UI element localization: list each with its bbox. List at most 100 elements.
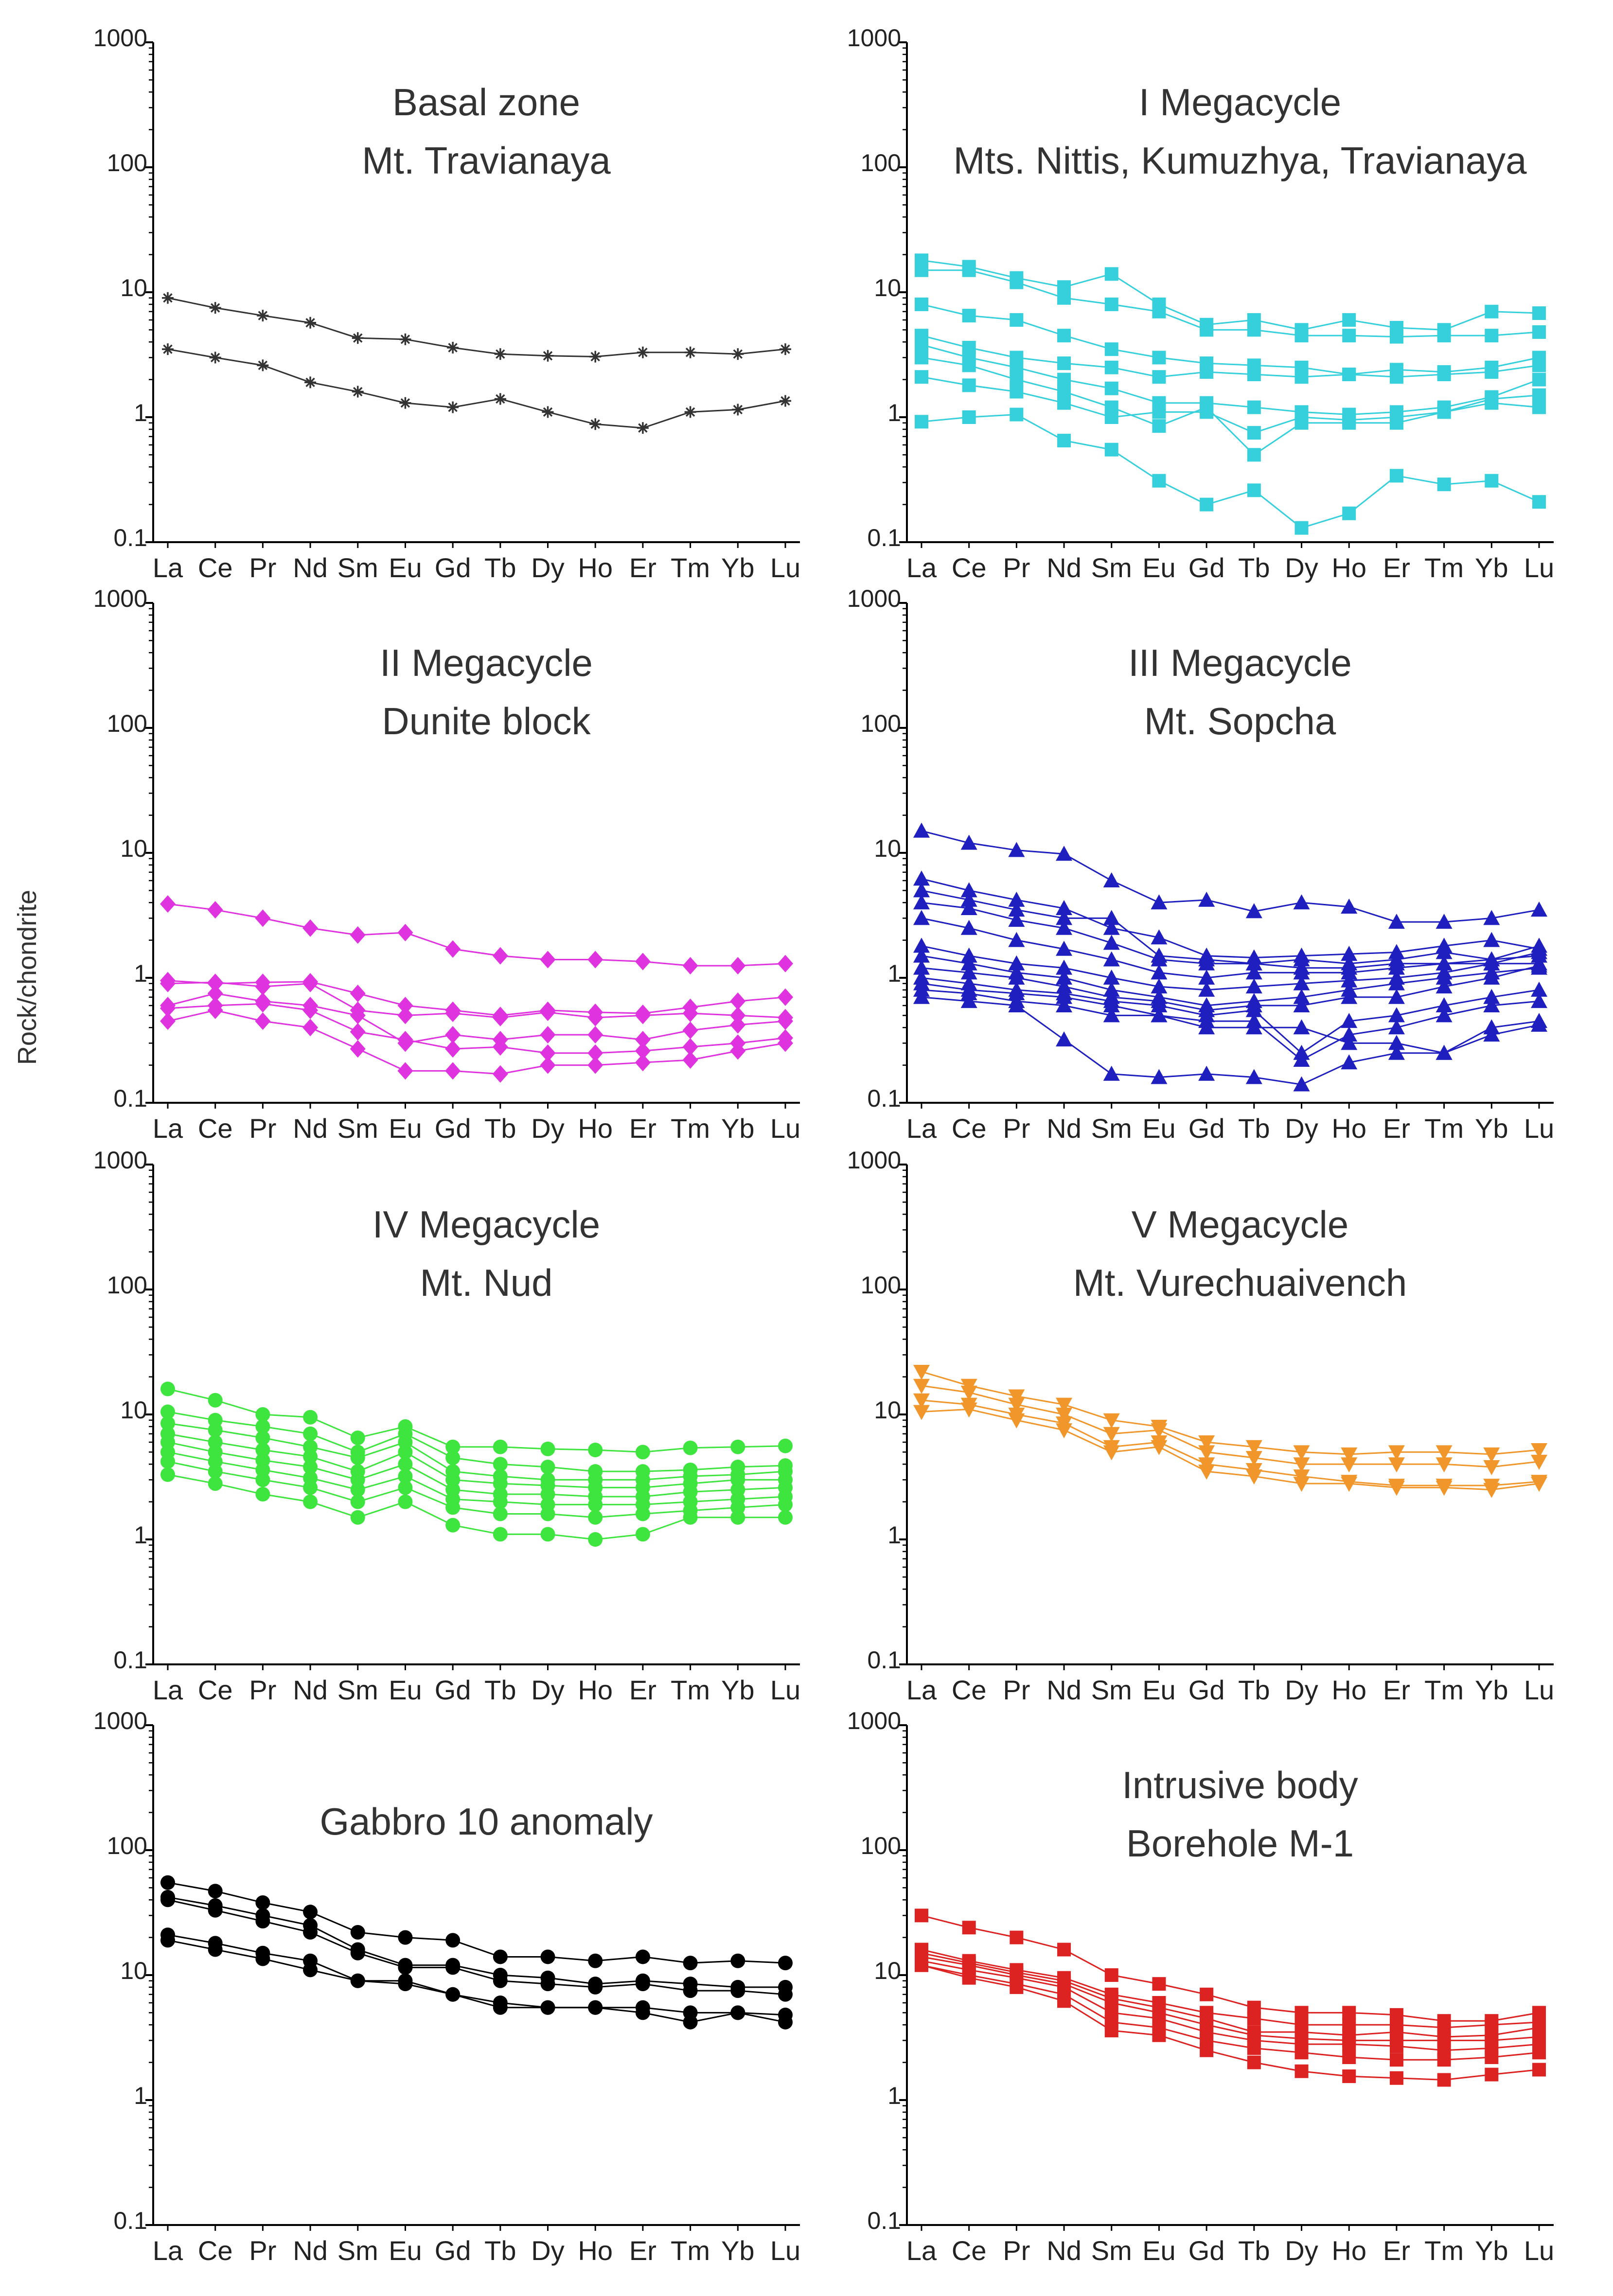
data-point <box>540 1506 555 1521</box>
x-tick-label: Yb <box>1475 552 1508 583</box>
series-2 <box>160 1890 793 1995</box>
data-point <box>1152 2028 1166 2042</box>
series-5 <box>160 1933 793 2030</box>
data-point <box>1531 1477 1547 1492</box>
data-point <box>1245 1069 1262 1084</box>
data-point <box>913 870 930 886</box>
data-point <box>915 370 928 384</box>
x-tick-label: Yb <box>721 1113 755 1144</box>
data-point <box>1531 957 1547 973</box>
panel-title: V Megacycle <box>1132 1203 1349 1246</box>
x-tick-label: Ce <box>198 1113 233 1144</box>
data-point <box>682 1004 698 1022</box>
panel-title: Gabbro 10 anomaly <box>319 1800 653 1843</box>
data-point <box>962 358 976 372</box>
x-tick-label: Yb <box>1475 2235 1508 2266</box>
data-point <box>1436 1481 1453 1496</box>
series-4 <box>160 985 793 1052</box>
data-point <box>447 401 459 413</box>
x-tick-label: Pr <box>249 1675 276 1705</box>
data-point <box>445 1062 461 1080</box>
data-point <box>1247 426 1261 440</box>
data-point <box>1008 955 1025 971</box>
data-point <box>492 1008 508 1026</box>
data-point <box>160 1892 175 1907</box>
data-point <box>1056 997 1073 1013</box>
data-point <box>160 1012 176 1030</box>
data-point <box>778 1034 793 1052</box>
x-tick-label: Nd <box>1046 552 1081 583</box>
panel-subtitle: Mt. Sopcha <box>1144 700 1336 742</box>
data-point <box>1104 442 1118 457</box>
data-point <box>1010 372 1024 387</box>
panel-title: II Megacycle <box>380 641 593 684</box>
data-point <box>1008 932 1025 947</box>
y-tick-label: 1 <box>887 960 901 987</box>
x-tick-label: Tb <box>484 2235 516 2266</box>
x-tick-label: Tb <box>484 552 516 583</box>
data-point <box>1389 410 1403 424</box>
data-point <box>962 1921 976 1935</box>
data-point <box>445 1987 461 2002</box>
y-tick-label: 1000 <box>847 24 901 52</box>
data-point <box>1485 392 1499 406</box>
y-tick-label: 1 <box>134 399 147 426</box>
data-point <box>1056 1031 1073 1047</box>
data-point <box>778 1497 793 1512</box>
data-point <box>1247 400 1261 414</box>
data-point <box>1245 978 1262 994</box>
data-point <box>1532 325 1546 339</box>
data-point <box>1531 901 1547 917</box>
panel-8: 0.1 1 10 100 1000 La Ce Pr Nd Sm Eu Gd Tb Dy Ho Er Tm Yb L… <box>847 1707 1554 2266</box>
data-point <box>915 1908 928 1923</box>
x-tick-label: La <box>153 552 183 583</box>
data-point <box>160 1875 175 1890</box>
data-point <box>1104 360 1118 374</box>
data-point <box>1008 997 1025 1013</box>
data-point <box>255 1407 270 1422</box>
series-line <box>167 1474 785 1540</box>
data-point <box>730 1007 746 1024</box>
data-point <box>493 1457 508 1472</box>
y-tick-label: 100 <box>107 149 147 177</box>
data-point <box>1294 410 1309 424</box>
data-point <box>1341 1035 1358 1050</box>
x-tick-label: Dy <box>1285 552 1318 583</box>
data-point <box>1436 997 1453 1013</box>
series-line <box>921 1371 1540 1455</box>
x-tick-label: Yb <box>721 552 755 583</box>
data-point <box>255 1487 270 1502</box>
x-tick-label: Tm <box>1424 1113 1464 1144</box>
data-point <box>1008 1413 1025 1429</box>
data-point <box>778 1987 793 2002</box>
data-point <box>1104 1968 1118 1982</box>
data-point <box>960 882 977 898</box>
data-point <box>684 406 696 418</box>
data-point <box>1056 1397 1073 1413</box>
series-8 <box>913 957 1547 1017</box>
x-tick-label: Er <box>629 2235 656 2266</box>
x-tick-label: Ce <box>198 2235 233 2266</box>
data-point <box>1247 367 1261 381</box>
data-point <box>1198 1019 1215 1035</box>
series-line <box>167 1934 786 2016</box>
data-point <box>208 1393 223 1408</box>
data-point <box>1200 1987 1214 2001</box>
data-point <box>1103 1007 1120 1023</box>
series-line <box>167 903 786 967</box>
data-point <box>732 404 744 416</box>
data-point <box>304 376 317 389</box>
data-point <box>588 1510 603 1525</box>
data-point <box>635 1007 651 1024</box>
data-point <box>587 1008 603 1026</box>
data-point <box>1532 306 1546 320</box>
data-point <box>1341 1054 1358 1070</box>
series-6 <box>160 1001 793 1083</box>
data-point <box>1200 323 1214 337</box>
data-point <box>1104 297 1118 311</box>
data-point <box>445 1004 461 1022</box>
series-line <box>167 1461 786 1519</box>
y-tick-label: 1 <box>134 960 147 987</box>
panel-subtitle: Mts. Nittis, Kumuzhya, Travianaya <box>953 139 1527 182</box>
data-point <box>540 1527 555 1542</box>
